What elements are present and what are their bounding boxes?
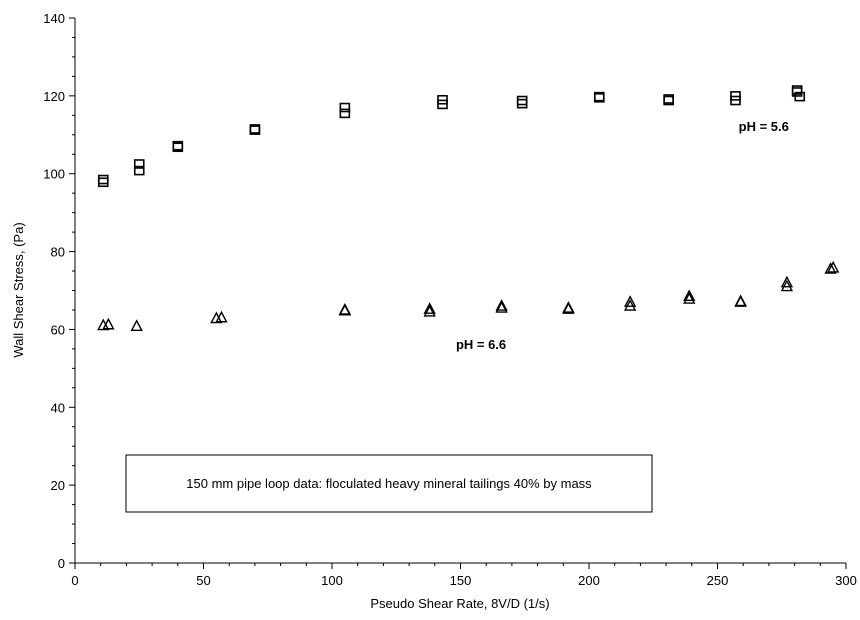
y-tick-label: 100 [43,167,65,182]
square-point [663,95,674,106]
x-axis-title: Pseudo Shear Rate, 8V/D (1/s) [370,596,549,611]
x-tick-label: 100 [321,573,343,588]
square-point [249,125,261,135]
y-tick-label: 0 [58,556,65,571]
triangle-point [495,301,508,313]
y-tick-label: 140 [43,11,65,26]
triangle-point [423,302,436,314]
triangle-point [734,294,747,307]
y-axis-title: Wall Shear Stress, (Pa) [11,222,26,357]
x-tick-label: 300 [835,573,857,588]
triangle-point [780,279,794,292]
triangle-point [824,262,837,274]
triangle-point [130,319,143,332]
triangle-point [102,317,115,330]
square-point [516,95,528,106]
chart-annotations: pH = 5.6 pH = 6.6 [456,119,789,352]
triangle-point [623,295,637,307]
note-frame [125,454,653,513]
note-text: 150 mm pipe loop data: floculated heavy … [186,476,592,491]
x-tick-label: 150 [450,573,472,588]
x-tick-label: 0 [71,573,78,588]
note-box: 150 mm pipe loop data: floculated heavy … [125,454,653,513]
triangle-point [338,302,352,315]
square-point [172,142,184,153]
square-point [339,102,351,113]
square-point [133,159,145,169]
ph-annotation: pH = 6.6 [456,337,506,352]
triangle-point [423,304,436,317]
y-tick-label: 20 [51,478,65,493]
triangle-point [215,310,228,323]
triangle-point [826,260,840,273]
y-tick-label: 120 [43,89,65,104]
x-tick-label: 200 [578,573,600,588]
triangle-point [562,301,575,313]
x-tick-label: 250 [707,573,729,588]
data-marks [97,85,840,332]
square-point [97,174,109,185]
y-tick-label: 60 [51,322,65,337]
triangle-point [623,299,637,311]
triangle-point [495,299,508,311]
square-point [133,165,145,176]
y-tick-label: 80 [51,245,65,260]
square-point [339,108,351,119]
triangle-point [683,292,696,304]
x-tick-label: 50 [196,573,210,588]
triangle-point [683,289,696,302]
square-point [516,98,528,109]
square-point [437,99,448,110]
axis-ticks: 0 50 100 150 200 250 300 0 20 40 60 80 100 120 140 [43,11,857,588]
triangle-point [780,275,794,288]
square-point [97,177,109,188]
y-tick-label: 40 [51,400,65,415]
square-point [794,91,806,102]
ph-annotation: pH = 5.6 [739,119,789,134]
square-point [593,93,605,103]
square-point [730,95,741,106]
